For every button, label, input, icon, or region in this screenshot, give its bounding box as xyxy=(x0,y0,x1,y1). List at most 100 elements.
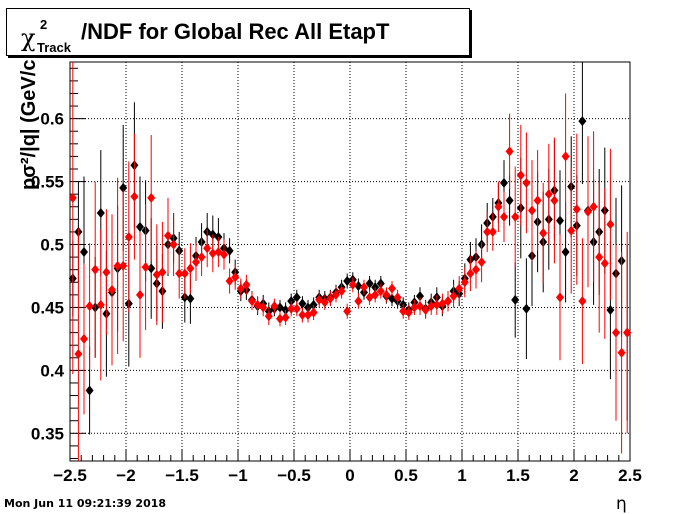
data-point xyxy=(197,252,206,263)
data-point xyxy=(376,286,385,297)
timestamp: Mon Jun 11 09:21:39 2018 xyxy=(4,497,167,510)
data-point xyxy=(511,211,520,222)
data-point xyxy=(505,195,514,206)
data-point xyxy=(595,252,604,263)
data-point xyxy=(539,228,548,239)
data-point xyxy=(225,245,234,256)
data-point xyxy=(505,146,514,157)
x-tick-label: −2 xyxy=(116,466,135,485)
data-point xyxy=(287,303,296,314)
data-point xyxy=(108,284,116,295)
data-point xyxy=(141,262,150,273)
data-point xyxy=(292,292,301,303)
data-point xyxy=(326,293,335,304)
data-point xyxy=(427,301,436,312)
y-tick-label: 0.5 xyxy=(40,236,64,255)
y-tick-label: 0.45 xyxy=(31,298,64,317)
data-point xyxy=(203,243,212,254)
chart-title: /NDF for Global Rec All EtapT xyxy=(81,19,390,44)
data-point xyxy=(500,177,508,188)
data-point xyxy=(298,309,307,320)
data-point xyxy=(578,116,587,127)
data-point xyxy=(136,289,144,300)
data-point xyxy=(567,225,576,236)
data-point xyxy=(248,296,256,307)
data-point xyxy=(186,263,195,274)
data-point xyxy=(528,205,536,216)
data-point xyxy=(416,291,424,302)
data-point xyxy=(220,249,228,260)
data-point xyxy=(124,231,133,242)
data-point xyxy=(589,201,598,212)
data-point xyxy=(612,327,620,338)
y-tick-label: 0.35 xyxy=(31,424,64,443)
data-point xyxy=(231,272,240,283)
data-point xyxy=(136,221,144,232)
data-point xyxy=(130,191,139,202)
data-point xyxy=(516,170,525,181)
data-point xyxy=(360,282,368,293)
data-point xyxy=(96,208,105,219)
data-point xyxy=(292,303,301,314)
data-point xyxy=(264,311,273,322)
x-tick-label: −0.5 xyxy=(277,466,311,485)
data-point xyxy=(270,301,279,312)
data-point xyxy=(444,296,452,307)
data-point xyxy=(236,283,245,294)
data-point xyxy=(208,248,217,259)
data-point xyxy=(186,293,195,304)
chart-title-box: χ 2 Track /NDF for Global Rec All EtapT xyxy=(6,8,470,56)
data-point xyxy=(343,306,352,317)
data-point xyxy=(354,296,363,307)
y-tick-label: 0.4 xyxy=(40,361,64,380)
data-point xyxy=(556,215,564,226)
data-point xyxy=(544,189,553,200)
data-point xyxy=(337,286,346,297)
data-point xyxy=(348,279,357,290)
x-tick-label: 1 xyxy=(457,466,466,485)
data-point xyxy=(382,289,391,300)
x-tick-label: 2 xyxy=(569,466,578,485)
data-point xyxy=(147,192,156,203)
data-point xyxy=(158,267,167,278)
data-point xyxy=(164,230,172,241)
data-point xyxy=(416,301,424,312)
data-point xyxy=(180,268,189,279)
data-point xyxy=(332,289,340,300)
data-point xyxy=(460,277,469,288)
data-point xyxy=(371,289,380,300)
data-point xyxy=(119,260,128,271)
data-point xyxy=(606,304,615,315)
data-point xyxy=(175,268,184,279)
y-axis-label: pσ²/|q| (GeV/c xyxy=(18,59,40,190)
x-tick-label: −2.5 xyxy=(53,466,87,485)
data-point xyxy=(623,327,632,338)
x-tick-label: 2.5 xyxy=(618,466,642,485)
data-point xyxy=(522,177,531,188)
data-point xyxy=(399,306,408,317)
data-point xyxy=(556,292,564,303)
data-point xyxy=(578,296,587,307)
data-point xyxy=(365,278,374,289)
data-point xyxy=(85,301,94,312)
data-point xyxy=(511,294,520,305)
y-tick-label: 0.55 xyxy=(31,173,64,192)
data-point xyxy=(410,302,419,313)
data-point xyxy=(477,257,486,268)
data-point xyxy=(80,333,88,344)
title-superscript: 2 xyxy=(40,17,48,32)
x-tick-label: −1.5 xyxy=(165,466,199,485)
data-point xyxy=(320,297,329,308)
data-point xyxy=(276,313,284,324)
data-point xyxy=(432,299,441,310)
data-point xyxy=(550,195,559,206)
data-point xyxy=(488,226,497,237)
data-point xyxy=(281,312,290,323)
data-point xyxy=(225,276,234,287)
data-point xyxy=(404,307,413,318)
x-axis-label: η xyxy=(616,494,627,514)
data-point xyxy=(600,258,609,269)
x-tick-label: −1 xyxy=(228,466,247,485)
data-point xyxy=(500,211,508,222)
data-point xyxy=(522,303,531,314)
